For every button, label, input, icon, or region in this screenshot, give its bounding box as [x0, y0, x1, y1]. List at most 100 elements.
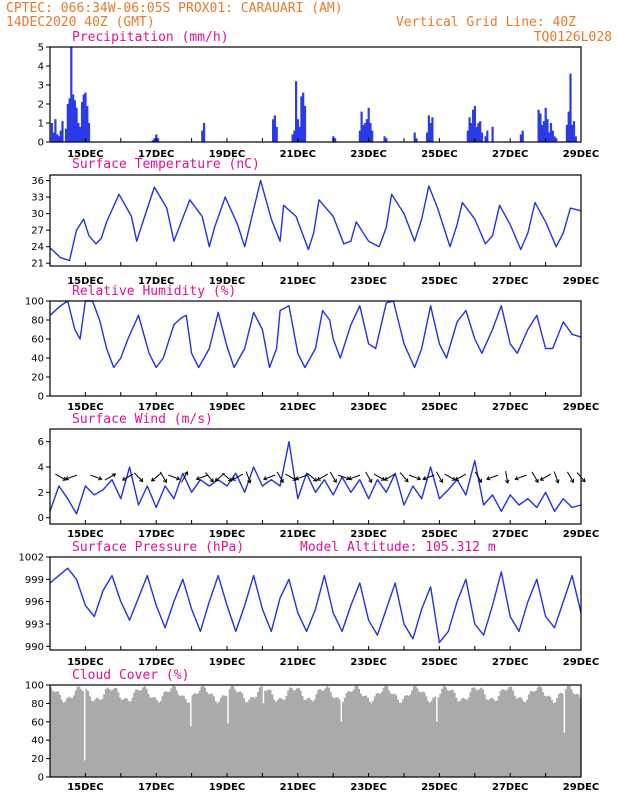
series-line — [49, 300, 582, 369]
temperature-panel: Surface Temperature (nC) 21 24 27 30 33 36 15D… — [31, 157, 599, 287]
y-tick-label: 27 — [31, 226, 44, 237]
y-tick-label: 999 — [25, 575, 44, 586]
cloud-bar — [156, 700, 159, 777]
cloud-bar — [288, 687, 292, 777]
cloud-bar — [179, 696, 182, 777]
wind-arrow-head — [150, 477, 156, 482]
precip-bar — [56, 134, 59, 142]
y-tick-label: 33 — [31, 193, 44, 204]
wind-arrow-head — [121, 476, 127, 481]
cloud-bar — [462, 697, 465, 777]
x-tick-label: 27DEC — [492, 276, 528, 287]
cloud-bar — [97, 698, 100, 777]
cloud-bar — [157, 702, 161, 777]
cloud-bar — [444, 687, 447, 777]
x-tick-label: 21DEC — [280, 276, 316, 287]
cloud-bar — [396, 699, 399, 777]
cloud-bar — [492, 699, 495, 777]
wind-arrow — [55, 473, 67, 481]
precip-bar — [293, 130, 296, 142]
wind-arrow-head — [570, 478, 574, 484]
y-tick-label: 40 — [31, 736, 44, 747]
cloud-bar — [87, 691, 90, 777]
cloud-bar — [357, 688, 361, 777]
precip-bar — [296, 119, 299, 142]
cloud-bar — [494, 701, 497, 777]
cloud-bar — [563, 732, 566, 777]
cloud-bar — [81, 690, 84, 777]
cloud-bar — [296, 688, 299, 777]
cloud-bar — [177, 694, 180, 777]
wind-arrow-head — [539, 476, 544, 481]
cloud-bar — [287, 690, 290, 777]
wind-arrow — [245, 471, 251, 483]
cloud-bar — [566, 685, 569, 777]
precip-bar — [470, 123, 473, 142]
cloud-bar — [513, 695, 516, 777]
cloud-bar — [366, 697, 369, 777]
precip-bar — [61, 121, 64, 142]
cloud-bar — [545, 696, 548, 777]
header-date: 14DEC2020 40Z (GMT) — [6, 15, 155, 30]
y-tick-label: 30 — [31, 209, 44, 220]
cloud-bar — [573, 694, 576, 777]
cloud-bar — [441, 688, 444, 777]
precip-bar — [491, 126, 494, 142]
cloud-bar — [464, 698, 467, 777]
wind-arrow — [384, 473, 396, 481]
precip-bar — [66, 104, 69, 142]
cloud-bar — [504, 690, 507, 777]
cloud-bar — [572, 693, 575, 777]
x-tick-label: 19DEC — [209, 657, 245, 668]
wind-arrow — [276, 471, 284, 483]
x-tick-label: 27DEC — [492, 529, 528, 540]
cloud-bar — [485, 699, 488, 777]
cloud-bar — [448, 691, 451, 777]
cloud-bar — [273, 699, 276, 777]
y-tick-label: 1 — [38, 119, 44, 130]
cloud-bar — [253, 698, 256, 777]
cloud-bar — [469, 692, 472, 777]
x-tick-label: 19DEC — [209, 402, 245, 413]
precip-bar — [362, 124, 365, 142]
precip-bar — [546, 119, 549, 142]
y-tick-label: 1002 — [19, 553, 44, 564]
x-tick-label: 15DEC — [67, 402, 103, 413]
wind-arrow-head — [332, 478, 337, 484]
cloud-bar — [239, 691, 242, 777]
cloud-bar — [451, 689, 454, 777]
precip-bar — [468, 117, 471, 142]
cloud-bar — [481, 689, 484, 777]
cloud-bar — [184, 699, 187, 777]
cloud-bar — [173, 686, 176, 777]
cloud-bar — [354, 686, 357, 777]
precip-bar — [569, 73, 572, 142]
wind-arrow-head — [247, 479, 252, 484]
precip-bar — [303, 105, 307, 142]
cloud-bar — [145, 688, 148, 777]
wind-arrow-head — [195, 476, 201, 481]
precip-bar — [64, 128, 68, 142]
y-tick-label: 100 — [25, 681, 44, 692]
x-tick-label: 19DEC — [209, 276, 245, 287]
cloud-bar — [347, 691, 350, 777]
cloud-bar — [285, 695, 288, 777]
cloud-bar — [467, 697, 470, 777]
cloud-bar — [343, 697, 346, 777]
cloud-bar — [520, 698, 523, 777]
cloud-bar — [534, 690, 538, 777]
cloud-bar — [106, 687, 109, 777]
cloud-bar — [234, 689, 237, 777]
precip-bar — [542, 121, 545, 142]
panel-frame — [49, 556, 582, 651]
y-tick-label: 4 — [38, 62, 44, 73]
x-tick-label: 21DEC — [280, 149, 316, 160]
x-tick-label: 15DEC — [67, 782, 103, 793]
y-tick-label: 0 — [38, 513, 44, 524]
cloud-bar — [301, 696, 304, 777]
cloud-bar — [143, 686, 146, 777]
x-tick-label: 15DEC — [67, 276, 103, 287]
cloud-bar — [246, 702, 249, 777]
cloud-bar — [404, 695, 407, 777]
cloud-bar — [108, 689, 111, 777]
